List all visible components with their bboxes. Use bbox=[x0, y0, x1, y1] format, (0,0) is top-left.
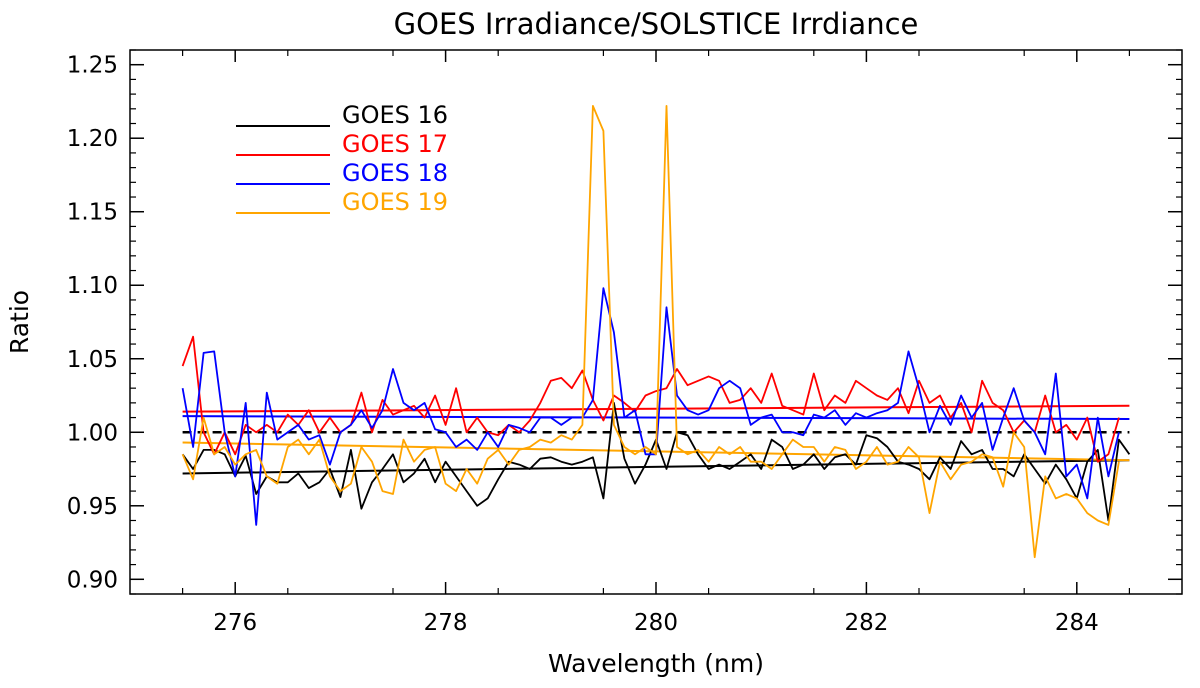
chart-title: GOES Irradiance/SOLSTICE Irrdiance bbox=[394, 7, 919, 41]
x-tick-label: 278 bbox=[424, 610, 468, 636]
y-tick-label: 1.15 bbox=[67, 200, 118, 226]
y-axis-ticks: 0.90 0.95 1.00 1.05 1.10 1.15 1.20 1.25 bbox=[67, 49, 1182, 595]
plot-frame bbox=[129, 49, 1183, 595]
x-tick-label: 280 bbox=[634, 610, 678, 636]
y-axis-label: Ratio bbox=[5, 290, 34, 354]
y-tick-label: 1.05 bbox=[67, 347, 118, 373]
legend-label-goes-17: GOES 17 bbox=[342, 130, 448, 158]
y-tick-label: 0.95 bbox=[67, 494, 118, 520]
fit-line-goes-16 bbox=[182, 459, 1130, 475]
series-line-goes-18 bbox=[181, 287, 1120, 526]
legend-label-goes-19: GOES 19 bbox=[342, 188, 448, 216]
y-tick-label: 1.10 bbox=[67, 273, 118, 299]
x-axis-ticks: 276 278 280 282 284 bbox=[182, 50, 1131, 636]
x-tick-label: 276 bbox=[213, 610, 257, 636]
y-tick-label: 0.90 bbox=[67, 567, 118, 593]
series-lines bbox=[181, 105, 1131, 559]
series-line-goes-17 bbox=[181, 335, 1120, 463]
legend-label-goes-18: GOES 18 bbox=[342, 159, 448, 187]
y-tick-label: 1.20 bbox=[67, 126, 118, 152]
x-tick-label: 284 bbox=[1055, 610, 1099, 636]
fit-line-goes-17 bbox=[182, 404, 1130, 413]
series-line-goes-19 bbox=[181, 105, 1120, 559]
y-tick-label: 1.00 bbox=[67, 420, 118, 446]
y-tick-label: 1.25 bbox=[67, 53, 118, 79]
x-axis-label: Wavelength (nm) bbox=[548, 649, 764, 678]
legend-label-goes-16: GOES 16 bbox=[342, 101, 448, 129]
x-tick-label: 282 bbox=[844, 610, 888, 636]
fit-line-goes-18 bbox=[182, 415, 1130, 421]
